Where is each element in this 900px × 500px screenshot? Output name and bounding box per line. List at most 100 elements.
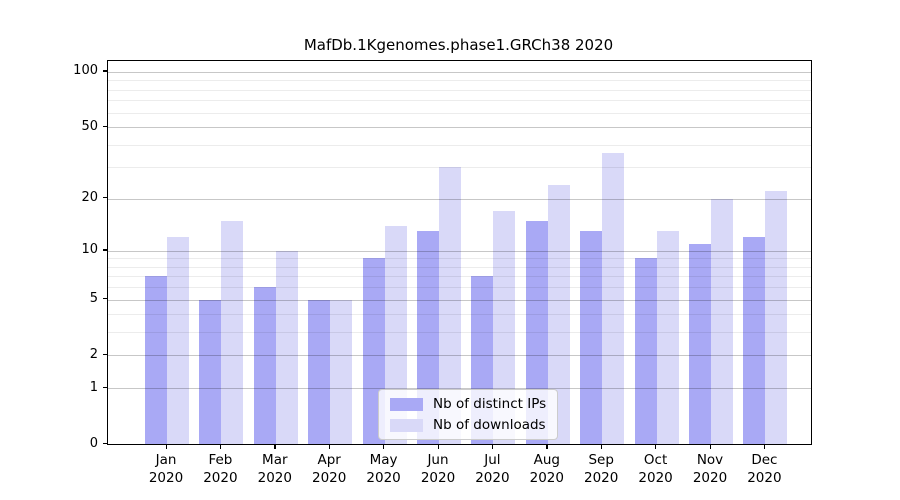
x-tick-year: 2020 <box>148 470 184 486</box>
x-axis-tick <box>491 444 494 449</box>
legend-swatch <box>390 397 423 411</box>
x-tick-label: Mar 2020 <box>240 451 310 487</box>
bar-dec-downloads <box>765 191 788 444</box>
x-tick-year: 2020 <box>257 470 292 486</box>
x-tick-label: Oct 2020 <box>621 451 691 487</box>
minor-gridline <box>108 89 811 91</box>
minor-gridline <box>108 144 811 146</box>
x-tick-year: 2020 <box>203 470 238 486</box>
y-tick-label: 5 <box>89 291 98 307</box>
x-tick-month: Jan <box>155 452 177 468</box>
x-axis-tick <box>437 444 439 449</box>
y-axis-tick <box>103 442 107 444</box>
x-tick-month: May <box>369 452 398 468</box>
plot-area <box>107 60 812 445</box>
x-tick-month: Feb <box>208 452 233 468</box>
y-tick-label: 100 <box>73 63 98 79</box>
chart-title: MafDb.1Kgenomes.phase1.GRCh38 2020 <box>303 36 614 54</box>
minor-gridline <box>108 276 811 278</box>
y-tick-label: 10 <box>81 242 98 258</box>
x-tick-month: Aug <box>533 452 560 468</box>
x-tick-label: Aug 2020 <box>512 451 582 487</box>
x-tick-month: Oct <box>643 452 668 468</box>
bar-jul-downloads <box>493 211 516 444</box>
x-tick-year: 2020 <box>747 470 782 486</box>
major-gridline <box>108 71 811 73</box>
x-axis-tick <box>600 444 602 449</box>
x-axis-tick <box>763 444 766 449</box>
x-axis-tick <box>546 444 548 449</box>
y-tick-label: 2 <box>89 346 98 362</box>
x-tick-label: May 2020 <box>349 451 419 487</box>
bar-aug-ips <box>525 220 548 444</box>
y-tick-label: 0 <box>89 435 98 451</box>
x-tick-year: 2020 <box>366 470 401 486</box>
major-gridline <box>108 299 811 301</box>
y-tick-label: 50 <box>81 118 98 134</box>
bar-sep-ips <box>580 231 603 444</box>
x-axis-tick <box>655 444 657 449</box>
y-tick-label: 20 <box>81 190 98 206</box>
minor-gridline <box>108 287 811 289</box>
bar-mar-downloads <box>275 250 298 444</box>
bar-jan-downloads <box>167 237 189 444</box>
x-tick-year: 2020 <box>420 470 456 486</box>
minor-gridline <box>108 100 811 102</box>
legend-label: Nb of distinct IPs <box>433 396 547 412</box>
bar-jan-ips <box>145 276 167 444</box>
x-tick-label: Apr 2020 <box>294 451 364 487</box>
bar-mar-ips <box>253 287 276 444</box>
x-tick-month: Nov <box>696 452 724 468</box>
x-tick-label: Jul 2020 <box>457 451 527 487</box>
x-tick-year: 2020 <box>312 470 347 486</box>
x-tick-year: 2020 <box>475 470 510 486</box>
x-tick-label: Jan 2020 <box>131 451 201 487</box>
minor-gridline <box>108 266 811 268</box>
minor-gridline <box>108 167 811 169</box>
bar-sep-downloads <box>602 152 625 444</box>
legend-entry: Nb of downloads <box>390 417 546 433</box>
legend-entry: Nb of distinct IPs <box>390 396 546 412</box>
x-tick-label: Dec 2020 <box>729 451 799 487</box>
minor-gridline <box>108 112 811 114</box>
x-tick-label: Feb 2020 <box>185 451 255 487</box>
x-tick-month: Mar <box>262 452 288 468</box>
x-tick-year: 2020 <box>692 470 728 486</box>
x-axis-tick <box>709 444 711 449</box>
major-gridline <box>108 198 811 200</box>
x-tick-year: 2020 <box>638 470 673 486</box>
y-axis-tick <box>103 197 107 199</box>
major-gridline <box>108 127 811 129</box>
y-axis-tick <box>103 386 107 388</box>
y-axis-tick <box>103 70 107 72</box>
bar-nov-downloads <box>711 198 733 444</box>
x-tick-year: 2020 <box>584 470 619 486</box>
x-axis-tick <box>274 444 276 449</box>
bar-feb-downloads <box>221 220 244 444</box>
bar-feb-ips <box>199 299 222 444</box>
minor-gridline <box>108 80 811 82</box>
bar-nov-ips <box>689 243 711 444</box>
x-axis-tick <box>383 444 385 449</box>
x-tick-label: Jun 2020 <box>403 451 473 487</box>
legend-label: Nb of downloads <box>433 417 546 433</box>
x-tick-month: Sep <box>588 452 614 468</box>
major-gridline <box>108 250 811 252</box>
minor-gridline <box>108 258 811 260</box>
bar-oct-ips <box>634 258 657 444</box>
x-tick-month: Jun <box>427 452 449 468</box>
y-tick-label: 1 <box>89 379 98 395</box>
minor-gridline <box>108 314 811 316</box>
x-tick-label: Sep 2020 <box>566 451 636 487</box>
y-axis-tick <box>103 125 107 127</box>
x-axis-tick <box>165 444 167 449</box>
major-gridline <box>108 388 811 390</box>
y-axis-tick <box>103 249 107 251</box>
x-tick-month: Jul <box>484 452 501 468</box>
major-gridline <box>108 355 811 357</box>
x-tick-month: Apr <box>317 452 341 468</box>
bar-apr-ips <box>308 299 331 444</box>
x-tick-month: Dec <box>751 452 778 468</box>
y-axis-tick <box>103 353 107 356</box>
